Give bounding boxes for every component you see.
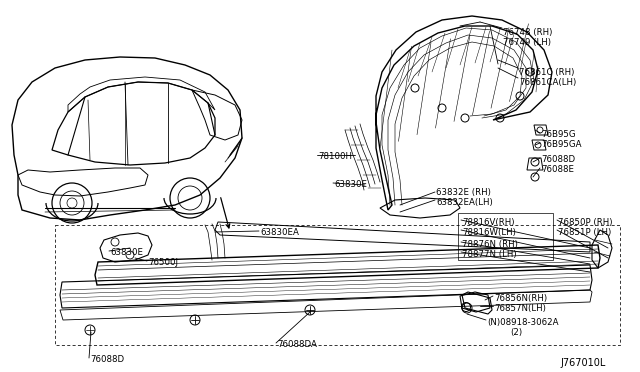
Text: 78877N (LH): 78877N (LH): [462, 250, 516, 259]
Text: (N)08918-3062A: (N)08918-3062A: [487, 318, 559, 327]
Text: 63830E: 63830E: [110, 248, 143, 257]
Text: 78816W(LH): 78816W(LH): [462, 228, 516, 237]
Text: 63832E (RH): 63832E (RH): [436, 188, 491, 197]
Text: 78816V(RH): 78816V(RH): [462, 218, 515, 227]
Text: 76B95G: 76B95G: [541, 130, 575, 139]
Bar: [458, 213, 553, 260]
Bar: [55, 225, 620, 345]
Text: 76857N(LH): 76857N(LH): [494, 304, 546, 313]
Text: 76088DA: 76088DA: [277, 340, 317, 349]
Text: 63830EA: 63830EA: [260, 228, 299, 237]
Text: 76500J: 76500J: [148, 258, 178, 267]
Text: 76088D: 76088D: [541, 155, 575, 164]
Text: 76088D: 76088D: [90, 355, 124, 364]
Text: 76749 (LH): 76749 (LH): [503, 38, 551, 47]
Text: 76B95GA: 76B95GA: [541, 140, 582, 149]
Text: 76748 (RH): 76748 (RH): [503, 28, 552, 37]
Text: 76861C (RH): 76861C (RH): [519, 68, 574, 77]
Text: (2): (2): [510, 328, 522, 337]
Text: 76861CA(LH): 76861CA(LH): [519, 78, 576, 87]
Text: 78876N (RH): 78876N (RH): [462, 240, 518, 249]
Text: 76851P (LH): 76851P (LH): [558, 228, 611, 237]
Text: 63830E: 63830E: [334, 180, 367, 189]
Text: 76850P (RH): 76850P (RH): [558, 218, 612, 227]
Text: 78100H: 78100H: [318, 152, 352, 161]
Text: 76856N(RH): 76856N(RH): [494, 294, 547, 303]
Text: 63832EA(LH): 63832EA(LH): [436, 198, 493, 207]
Text: J767010L: J767010L: [560, 358, 605, 368]
Text: 76088E: 76088E: [541, 165, 574, 174]
